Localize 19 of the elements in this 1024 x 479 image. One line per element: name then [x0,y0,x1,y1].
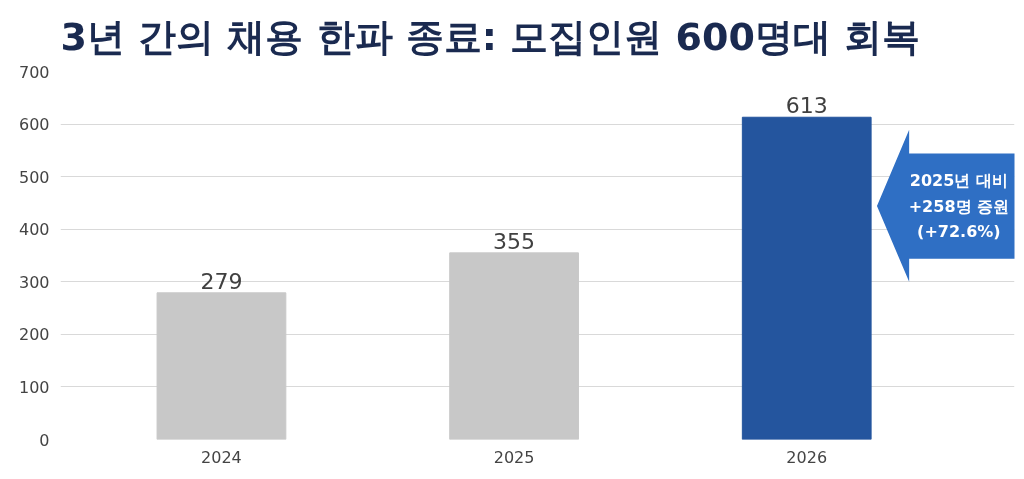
bar [741,116,872,440]
y-tick-label: 700 [18,62,50,82]
data-label: 613 [785,93,828,119]
x-tick-label: 2025 [493,447,535,467]
y-tick-label: 600 [18,115,50,135]
data-label: 279 [200,268,243,294]
y-tick-label: 300 [18,272,50,292]
bar [156,292,287,440]
data-label: 355 [493,228,536,254]
y-tick-label: 0 [39,430,50,450]
y-tick-label: 200 [18,325,50,345]
y-tick-label: 400 [18,220,50,240]
y-tick-label: 100 [18,377,50,397]
annotation: 2025년 대비 +258명 증원 (+72.6%) [908,170,1010,242]
bar [449,252,579,440]
x-tick-label: 2024 [201,447,242,467]
y-tick-label: 500 [18,167,50,187]
chart-title: 3년 간의 채용 한파 종료: 모집인원 600명대 회복 [60,15,921,59]
x-tick-label: 2026 [786,447,828,467]
